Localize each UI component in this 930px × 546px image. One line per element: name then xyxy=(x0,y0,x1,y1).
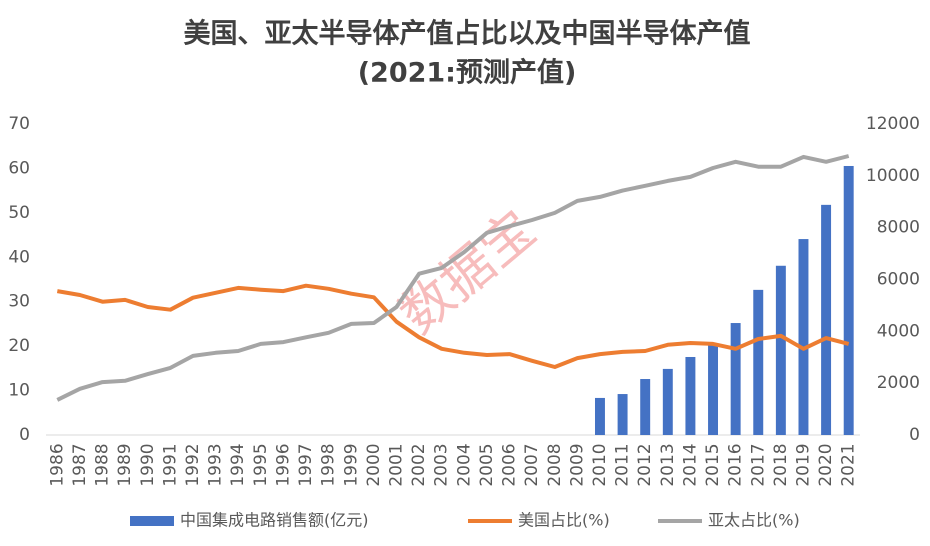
x-tick-label: 2013 xyxy=(658,443,678,486)
y-tick-label: 10 xyxy=(8,381,30,401)
x-tick-label: 2002 xyxy=(409,443,429,486)
y2-tick-label: 8000 xyxy=(877,218,920,238)
x-tick-label: 2021 xyxy=(839,443,859,486)
bar xyxy=(843,165,854,436)
y-tick-label: 0 xyxy=(19,425,30,445)
bar xyxy=(821,204,832,435)
x-tick-label: 1992 xyxy=(183,443,203,486)
x-tick-label: 1998 xyxy=(319,443,339,486)
x-tick-label: 2011 xyxy=(613,443,633,486)
y2-tick-label: 2000 xyxy=(877,373,920,393)
legend-label: 美国占比(%) xyxy=(518,511,610,530)
chart-subtitle: (2021:预测产值) xyxy=(358,58,577,89)
bar xyxy=(753,289,764,435)
x-tick-label: 1999 xyxy=(341,443,361,486)
y2-tick-label: 0 xyxy=(909,425,920,445)
x-tick-label: 1994 xyxy=(228,443,248,486)
x-tick-label: 2000 xyxy=(364,443,384,486)
x-tick-label: 1993 xyxy=(206,443,226,486)
x-tick-label: 2009 xyxy=(567,443,587,486)
legend-label: 中国集成电路销售额(亿元) xyxy=(180,511,369,530)
x-tick-label: 1990 xyxy=(138,443,158,486)
x-tick-label: 1986 xyxy=(47,443,67,486)
y2-tick-label: 6000 xyxy=(877,270,920,290)
bar xyxy=(640,379,651,435)
chart-title: 美国、亚太半导体产值占比以及中国半导体产值 xyxy=(184,18,751,50)
bar xyxy=(594,397,605,435)
x-tick-label: 2008 xyxy=(545,443,565,486)
line xyxy=(56,154,850,402)
y-tick-label: 30 xyxy=(8,292,30,312)
bar xyxy=(662,368,673,435)
x-tick-label: 1987 xyxy=(70,443,90,486)
y2-tick-label: 4000 xyxy=(877,321,920,341)
y2-tick-label: 10000 xyxy=(866,166,920,186)
x-tick-label: 1989 xyxy=(115,443,135,486)
x-tick-label: 2015 xyxy=(703,443,723,486)
bar xyxy=(730,323,741,435)
x-tick-label: 2016 xyxy=(726,443,746,486)
x-tick-label: 2010 xyxy=(590,443,610,486)
bar xyxy=(617,394,628,435)
bar xyxy=(798,239,809,435)
x-tick-label: 2005 xyxy=(477,443,497,486)
x-tick-label: 1997 xyxy=(296,443,316,486)
bar xyxy=(708,345,719,435)
y-tick-label: 60 xyxy=(8,158,30,178)
x-tick-label: 2020 xyxy=(816,443,836,486)
x-tick-label: 1996 xyxy=(273,443,293,486)
bar xyxy=(775,265,786,435)
x-tick-label: 2019 xyxy=(793,443,813,486)
x-tick-label: 1991 xyxy=(160,443,180,486)
y-tick-label: 70 xyxy=(8,114,30,134)
y-tick-label: 20 xyxy=(8,336,30,356)
x-tick-label: 2017 xyxy=(748,443,768,486)
legend-swatch xyxy=(130,516,174,526)
x-tick-label: 1988 xyxy=(93,443,113,486)
x-tick-label: 2007 xyxy=(522,443,542,486)
x-tick-label: 2014 xyxy=(680,443,700,486)
x-tick-label: 2003 xyxy=(432,443,452,486)
line xyxy=(56,283,850,369)
bar xyxy=(685,356,696,435)
x-tick-label: 2004 xyxy=(454,443,474,486)
x-tick-label: 1995 xyxy=(251,443,271,486)
x-tick-label: 2006 xyxy=(500,443,520,486)
y-tick-label: 50 xyxy=(8,203,30,223)
x-tick-label: 2012 xyxy=(635,443,655,486)
x-tick-label: 2018 xyxy=(771,443,791,486)
y-tick-label: 40 xyxy=(8,247,30,267)
y2-tick-label: 12000 xyxy=(866,114,920,134)
legend-label: 亚太占比(%) xyxy=(708,511,800,530)
x-tick-label: 2001 xyxy=(386,443,406,486)
